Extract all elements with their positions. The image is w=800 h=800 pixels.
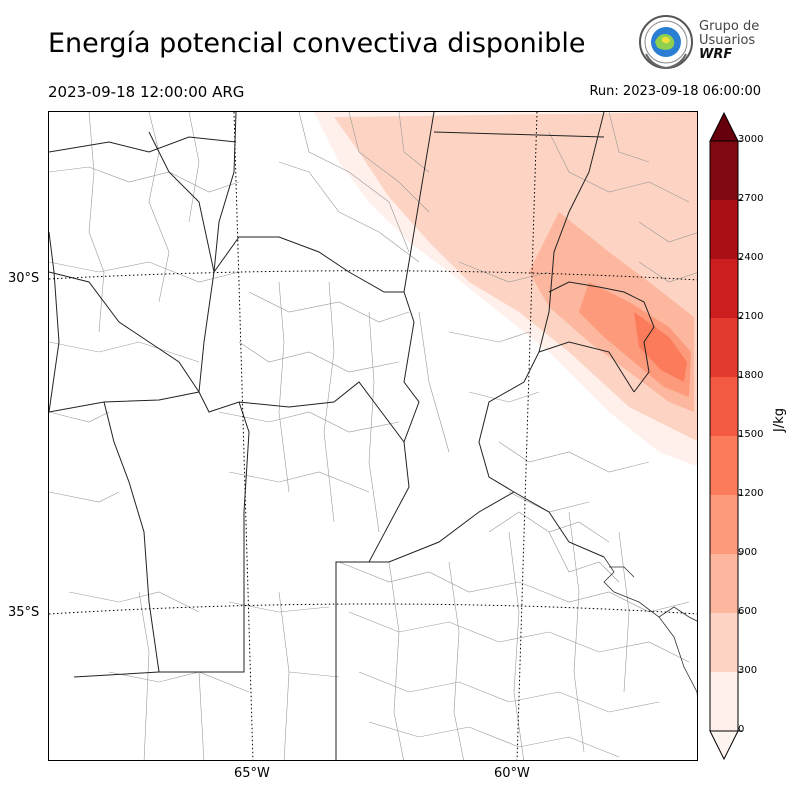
graticule: [49, 112, 697, 760]
colorbar-tick-label: 1500: [738, 429, 764, 440]
colorbar-unit: J/kg: [772, 408, 787, 432]
colorbar-tick-label: 600: [738, 606, 758, 617]
run-time: Run: 2023-09-18 06:00:00: [589, 84, 761, 99]
colorbar-tick-label: 900: [738, 547, 758, 558]
colorbar-extend-high: [709, 111, 739, 142]
logo-text: Grupo de Usuarios WRF: [699, 20, 759, 62]
meridian-60w: [516, 112, 538, 760]
colorbar-bin-2400: [710, 200, 738, 259]
meridian-65w: [233, 112, 254, 760]
colorbar-tick-label: 1200: [738, 488, 764, 499]
cape-field: [314, 112, 697, 467]
colorbar-bin-2700: [710, 141, 738, 200]
logo-line1: Grupo de: [699, 19, 760, 34]
colorbar-tick-label: 2400: [738, 252, 764, 263]
cape-level-1200: [634, 312, 687, 382]
colorbar-bin-900: [710, 495, 738, 554]
coastline: [603, 556, 697, 697]
colorbar-tick-label: 0: [738, 724, 745, 735]
logo-line3: WRF: [699, 47, 733, 62]
province-boundaries: [49, 112, 655, 760]
lat-label-30s: 30°S: [8, 271, 40, 286]
colorbar-tick-label: 2100: [738, 311, 764, 322]
colorbar-tick-label: 3000: [738, 134, 764, 145]
colorbar-bin-300: [710, 613, 738, 672]
lon-label-60w: 60°W: [494, 766, 530, 781]
colorbar-bin-2100: [710, 259, 738, 318]
wrf-logo: Grupo de Usuarios WRF: [638, 14, 762, 78]
colorbar-bin-0: [710, 672, 738, 731]
wrf-emblem-icon: [639, 15, 693, 70]
colorbar-extend-low: [709, 730, 739, 761]
logo-line2: Usuarios: [699, 33, 756, 48]
map-title: Energía potencial convectiva disponible: [48, 28, 586, 59]
colorbar: [709, 111, 742, 761]
department-boundaries: [49, 112, 697, 760]
valid-time: 2023-09-18 12:00:00 ARG: [48, 83, 245, 101]
parallel-30s: [49, 270, 697, 281]
colorbar-bin-1200: [710, 436, 738, 495]
map-svg: [49, 112, 697, 760]
colorbar-tick-label: 1800: [738, 370, 764, 381]
cape-level-300: [334, 112, 697, 441]
lon-label-65w: 65°W: [234, 766, 270, 781]
lat-label-35s: 35°S: [8, 605, 40, 620]
map-panel: [48, 111, 698, 761]
colorbar-bin-1500: [710, 377, 738, 436]
colorbar-bin-600: [710, 554, 738, 613]
parallel-35s: [49, 603, 697, 615]
colorbar-bin-1800: [710, 318, 738, 377]
colorbar-tick-label: 300: [738, 665, 758, 676]
colorbar-tick-label: 2700: [738, 193, 764, 204]
